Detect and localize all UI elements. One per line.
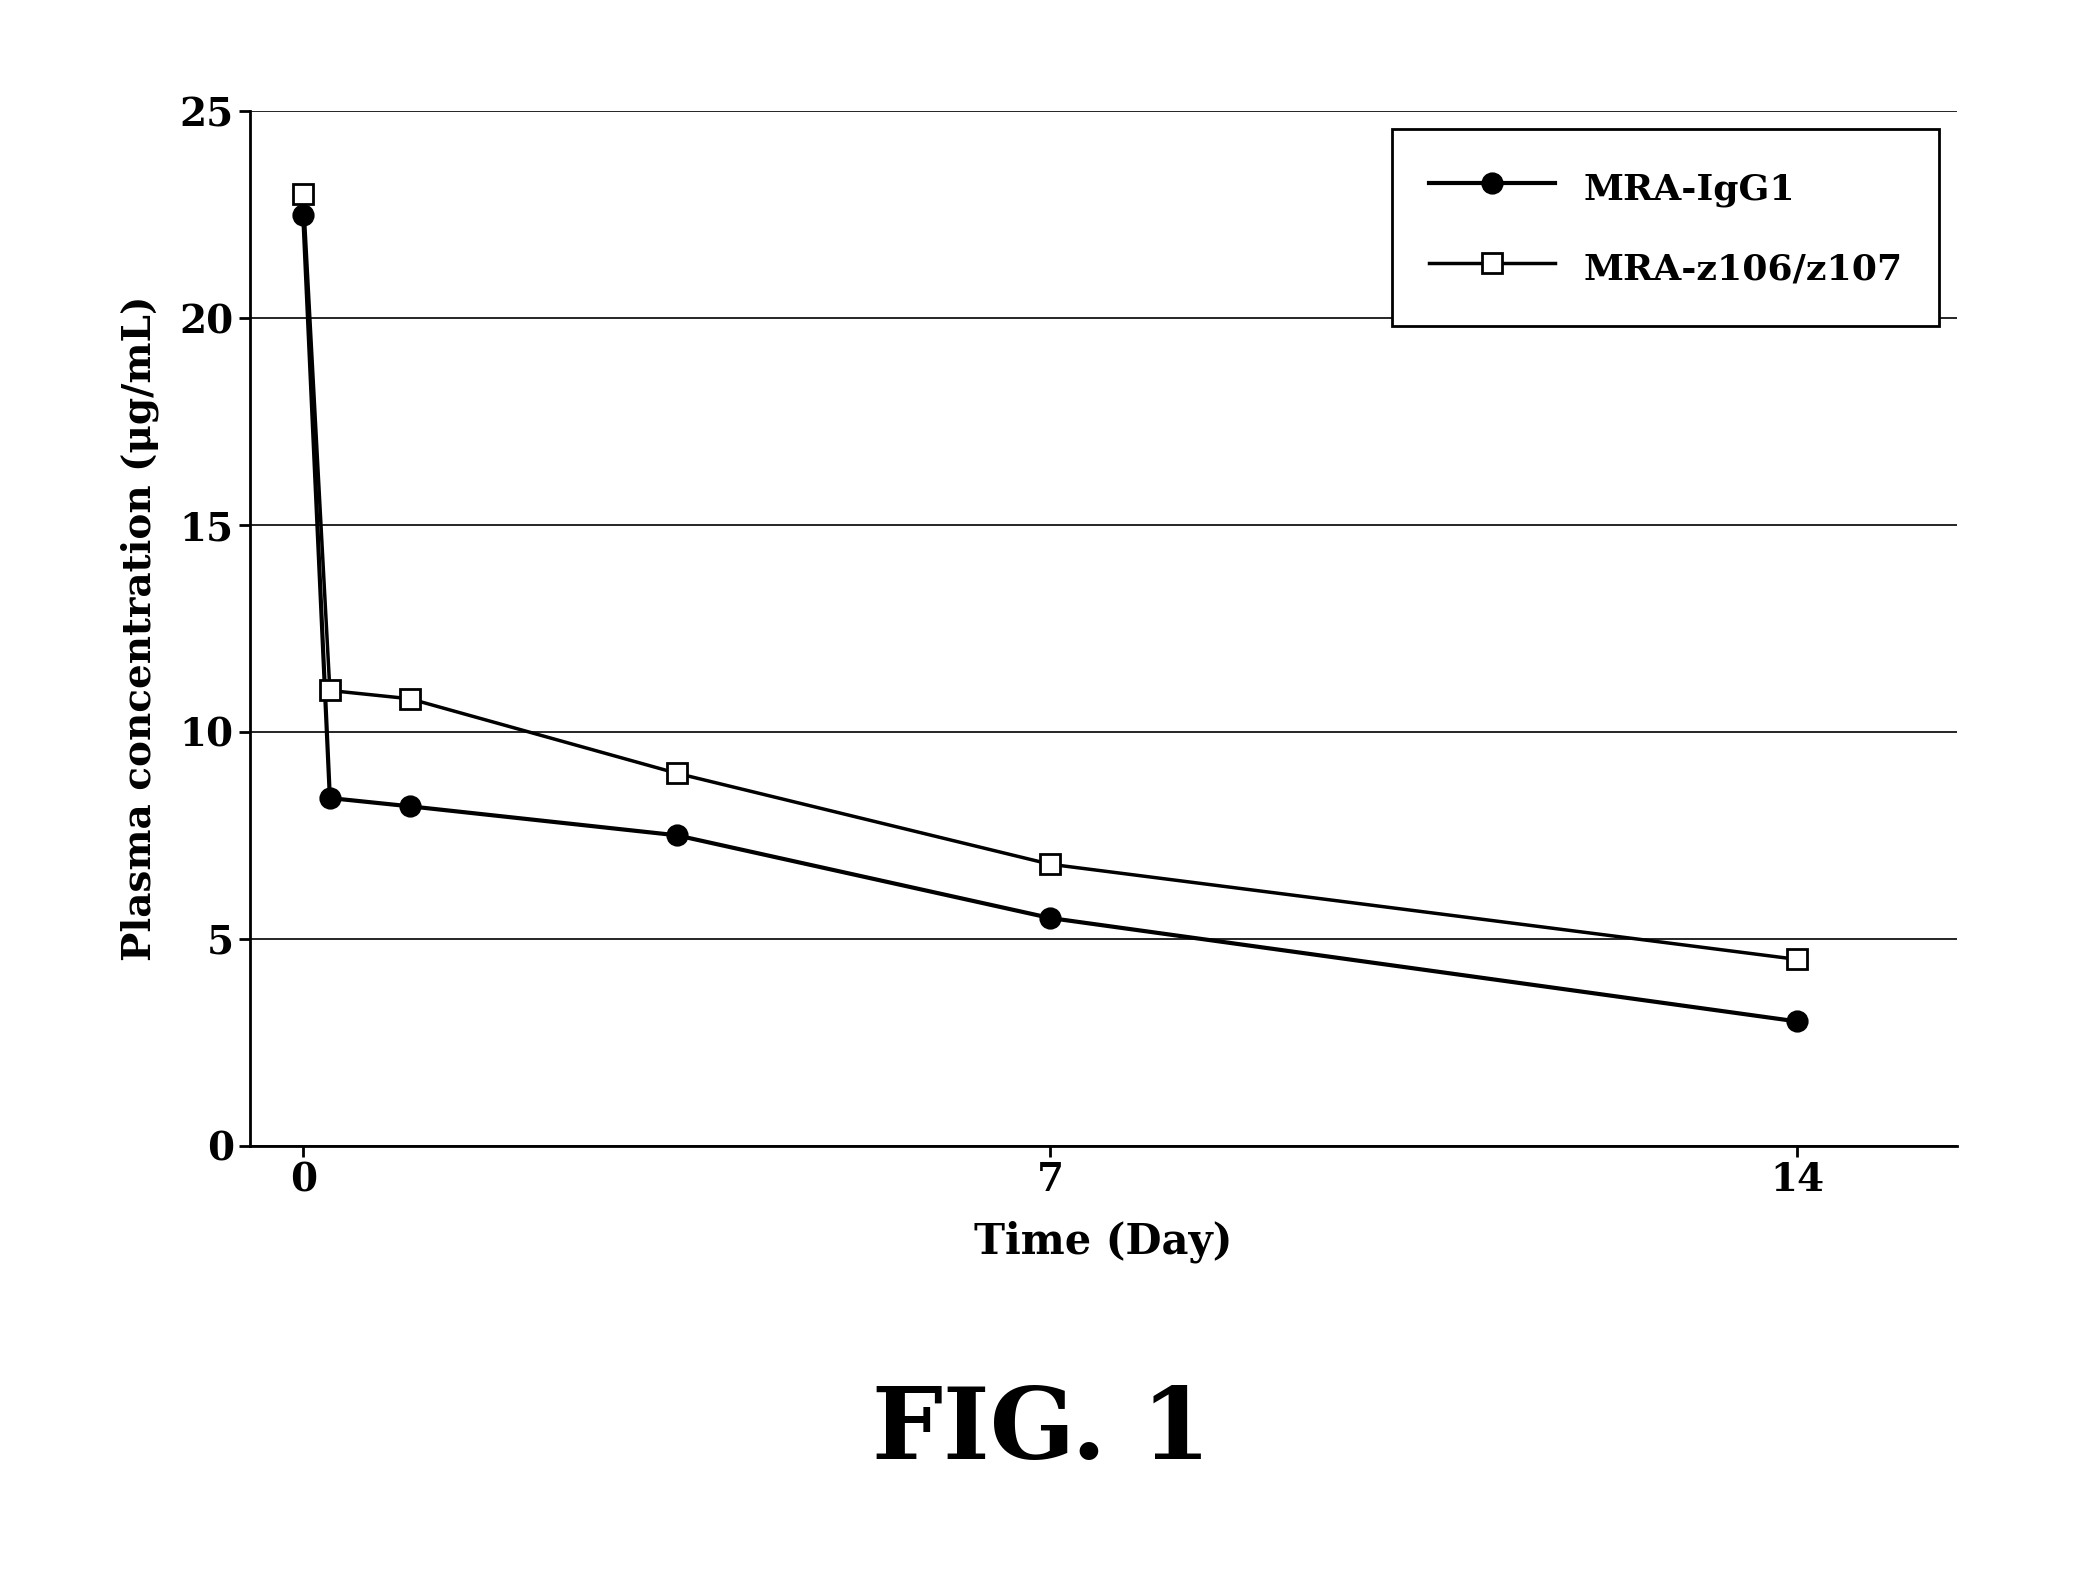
Line: MRA-z106/z107: MRA-z106/z107 bbox=[294, 185, 1807, 969]
MRA-z106/z107 bbox=[1037, 854, 1062, 873]
MRA-IgG1 bbox=[291, 205, 316, 224]
X-axis label: Time (Day): Time (Day) bbox=[974, 1220, 1233, 1263]
MRA-IgG1 bbox=[664, 826, 689, 845]
MRA-IgG1 bbox=[398, 797, 423, 816]
Y-axis label: Plasma concentration (μg/mL): Plasma concentration (μg/mL) bbox=[121, 296, 158, 961]
MRA-IgG1 bbox=[1784, 1012, 1809, 1031]
MRA-IgG1 bbox=[1037, 908, 1062, 928]
Legend: MRA-IgG1, MRA-z106/z107: MRA-IgG1, MRA-z106/z107 bbox=[1393, 129, 1938, 326]
MRA-z106/z107 bbox=[1784, 950, 1809, 969]
MRA-IgG1 bbox=[316, 789, 341, 808]
Text: FIG. 1: FIG. 1 bbox=[872, 1384, 1210, 1480]
MRA-z106/z107 bbox=[664, 764, 689, 783]
Line: MRA-IgG1: MRA-IgG1 bbox=[294, 205, 1807, 1031]
MRA-z106/z107 bbox=[316, 681, 341, 700]
MRA-z106/z107 bbox=[398, 689, 423, 708]
MRA-z106/z107 bbox=[291, 185, 316, 204]
